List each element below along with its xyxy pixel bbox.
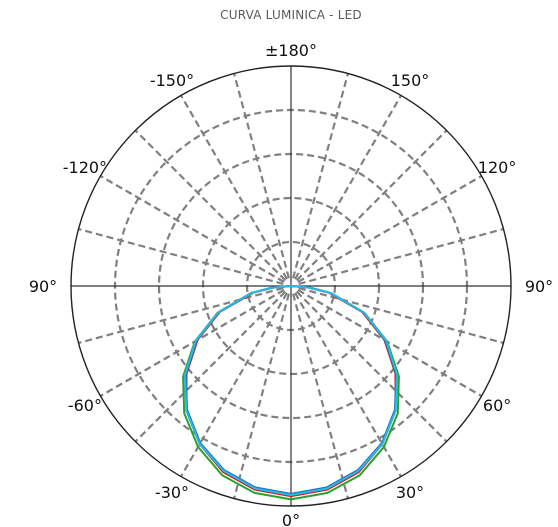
series-layer — [182, 285, 400, 501]
angle-label-neg90: 90° — [29, 277, 57, 296]
angle-label-neg30: -30° — [155, 483, 189, 502]
grid-spoke-135 — [295, 129, 448, 282]
grid-spoke-120 — [297, 175, 483, 283]
grid-spoke-165 — [292, 73, 350, 279]
angle-label-0: 0° — [282, 511, 300, 527]
angle-labels: 0° 30° -30° 60° -60° 90° 90° 120° -120° 150° -150°… — [29, 41, 553, 527]
angle-label-180: ±180° — [265, 41, 317, 60]
angle-label-120: 120° — [478, 158, 517, 177]
outer-ring — [70, 65, 512, 507]
grid-spoke-225 — [134, 129, 287, 282]
polar-grid — [70, 65, 512, 507]
grid-spoke-330 — [180, 292, 288, 478]
grid-spoke-30 — [294, 292, 402, 478]
grid-spoke-345 — [232, 293, 290, 499]
grid-spoke-315 — [134, 290, 287, 443]
chart-title: CURVA LUMINICA - LED — [220, 8, 362, 22]
grid-spoke-285 — [78, 287, 284, 345]
grid-spoke-105 — [298, 227, 504, 285]
angle-label-90: 90° — [525, 277, 553, 296]
grid-spoke-150 — [294, 94, 402, 280]
angle-label-neg150: -150° — [150, 71, 194, 90]
grid-spoke-75 — [298, 287, 504, 345]
grid-spoke-240 — [99, 175, 285, 283]
grid-spoke-210 — [180, 94, 288, 280]
angle-label-60: 60° — [483, 396, 511, 415]
angle-label-150: 150° — [391, 71, 430, 90]
grid-spoke-300 — [99, 289, 285, 397]
series-4-curve — [183, 285, 399, 496]
grid-spoke-15 — [292, 293, 350, 499]
angle-label-30: 30° — [396, 483, 424, 502]
grid-spoke-195 — [232, 73, 290, 279]
angle-label-neg120: -120° — [63, 158, 107, 177]
angle-label-neg60: -60° — [68, 396, 102, 415]
grid-spoke-45 — [295, 290, 448, 443]
grid-spoke-255 — [78, 227, 284, 285]
grid-spoke-60 — [297, 289, 483, 397]
